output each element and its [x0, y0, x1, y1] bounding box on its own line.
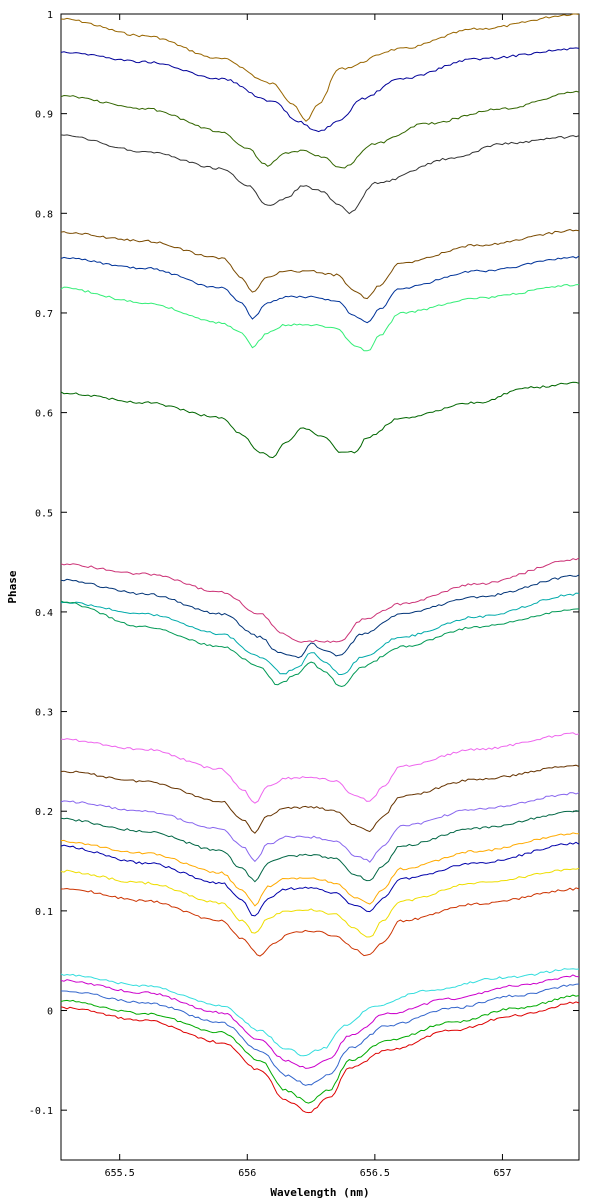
series-line: [60, 841, 580, 917]
series-line: [60, 974, 580, 1069]
y-tick-label: -0.1: [29, 1106, 53, 1117]
series-line: [60, 592, 580, 675]
series-line: [60, 134, 580, 215]
series-line: [60, 600, 580, 688]
series-line: [60, 574, 580, 659]
x-axis-label: Wavelength (nm): [270, 1186, 369, 1199]
series-line: [60, 283, 580, 352]
series-line: [60, 792, 580, 863]
series-line: [60, 381, 580, 459]
series-line: [60, 90, 580, 169]
series-line: [60, 887, 580, 957]
series-line: [60, 968, 580, 1057]
plot-frame: [60, 13, 580, 1161]
y-tick-label: 0.8: [35, 209, 53, 220]
series-line: [60, 867, 580, 938]
x-tick-label: 656.5: [360, 1168, 390, 1179]
series-line: [60, 810, 580, 883]
y-tick-label: 0.1: [35, 907, 53, 918]
y-tick-label: 0.5: [35, 508, 53, 519]
x-tick-label: 655.5: [105, 1168, 135, 1179]
y-tick-label: 0.4: [35, 608, 53, 619]
series-line: [60, 255, 580, 324]
series-line: [60, 764, 580, 834]
series-layer: [60, 13, 580, 1114]
series-line: [61, 983, 580, 1086]
series-line: [60, 557, 580, 643]
y-tick-label: 0: [47, 1007, 53, 1018]
series-line: [60, 13, 580, 122]
series-line: [60, 732, 580, 804]
y-tick-label: 1: [47, 10, 53, 21]
y-tick-label: 0.7: [35, 309, 53, 320]
x-tick-label: 656: [238, 1168, 256, 1179]
series-line: [60, 47, 580, 133]
series-line: [60, 228, 580, 300]
series-line: [60, 832, 580, 907]
x-tick-label: 657: [493, 1168, 511, 1179]
y-axis-label: Phase: [6, 570, 19, 603]
y-tick-label: 0.9: [35, 110, 53, 121]
y-tick-label: 0.3: [35, 708, 53, 719]
y-tick-label: 0.2: [35, 807, 53, 818]
y-tick-label: 0.6: [35, 409, 53, 420]
ticks-layer: -0.1 0 0.1 0.2 0.3 0.4 0.5 0.6 0.7 0.8 0.9 1 655.5 65…: [29, 10, 579, 1179]
series-line: [60, 1001, 580, 1114]
series-line: [60, 994, 580, 1104]
